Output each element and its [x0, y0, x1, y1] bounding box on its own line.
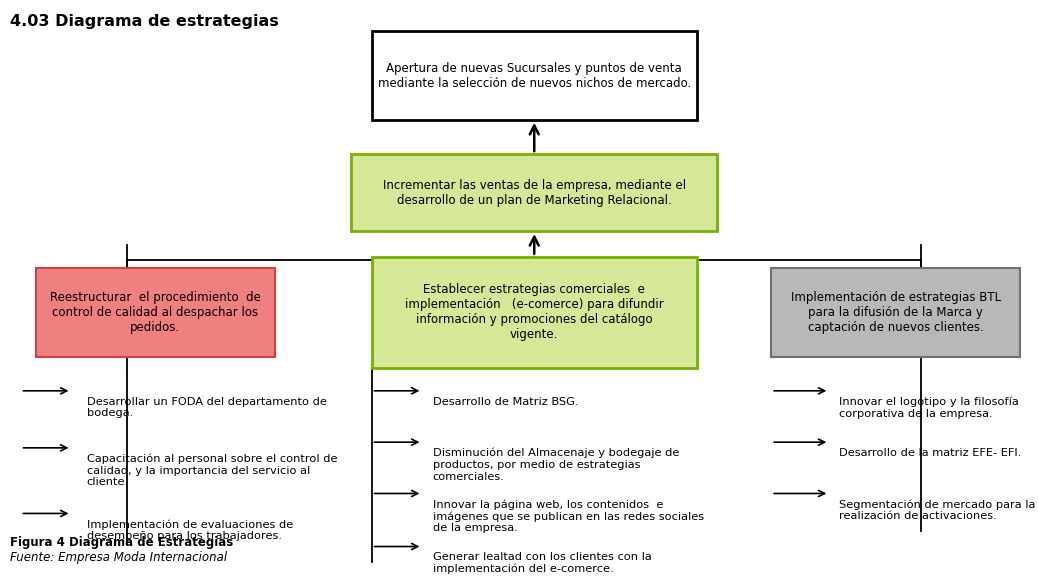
Text: Implementación de evaluaciones de
desempeño para los trabajadores.: Implementación de evaluaciones de desemp…: [86, 519, 293, 541]
Text: 4.03 Diagrama de estrategias: 4.03 Diagrama de estrategias: [10, 15, 279, 29]
Text: Figura 4 Diagrama de Estrategias: Figura 4 Diagrama de Estrategias: [10, 536, 234, 549]
Text: Disminución del Almacenaje y bodegaje de
productos, por medio de estrategias
com: Disminución del Almacenaje y bodegaje de…: [433, 448, 679, 481]
Text: Fuente: Empresa Moda Internacional: Fuente: Empresa Moda Internacional: [10, 551, 227, 563]
Text: Incrementar las ventas de la empresa, mediante el
desarrollo de un plan de Marke: Incrementar las ventas de la empresa, me…: [383, 179, 686, 207]
Text: Desarrollo de Matriz BSG.: Desarrollo de Matriz BSG.: [433, 396, 578, 406]
Text: Innovar el logotipo y la filosofía
corporativa de la empresa.: Innovar el logotipo y la filosofía corpo…: [840, 396, 1019, 418]
Text: Segmentación de mercado para la
realización de activaciones.: Segmentación de mercado para la realizac…: [840, 499, 1036, 521]
Text: Reestructurar  el procedimiento  de
control de calidad al despachar los
pedidos.: Reestructurar el procedimiento de contro…: [50, 291, 261, 334]
Text: Generar lealtad con los clientes con la
implementación del e-comerce.: Generar lealtad con los clientes con la …: [433, 552, 651, 574]
FancyBboxPatch shape: [372, 31, 698, 120]
Text: Desarrollo de la matriz EFE- EFI.: Desarrollo de la matriz EFE- EFI.: [840, 448, 1021, 458]
Text: Innovar la página web, los contenidos  e
imágenes que se publican en las redes s: Innovar la página web, los contenidos e …: [433, 499, 704, 534]
FancyBboxPatch shape: [372, 257, 698, 368]
Text: Apertura de nuevas Sucursales y puntos de venta
mediante la selección de nuevos : Apertura de nuevas Sucursales y puntos d…: [378, 62, 691, 90]
Text: Implementación de estrategias BTL
para la difusión de la Marca y
captación de nu: Implementación de estrategias BTL para l…: [791, 291, 1001, 334]
FancyBboxPatch shape: [351, 154, 717, 231]
Text: Desarrollar un FODA del departamento de
bodega.: Desarrollar un FODA del departamento de …: [86, 396, 327, 418]
Text: Establecer estrategias comerciales  e
implementación   (e-comerce) para difundir: Establecer estrategias comerciales e imp…: [405, 283, 663, 342]
FancyBboxPatch shape: [771, 268, 1020, 357]
Text: Capacitación al personal sobre el control de
calidad, y la importancia del servi: Capacitación al personal sobre el contro…: [86, 453, 337, 487]
FancyBboxPatch shape: [35, 268, 275, 357]
